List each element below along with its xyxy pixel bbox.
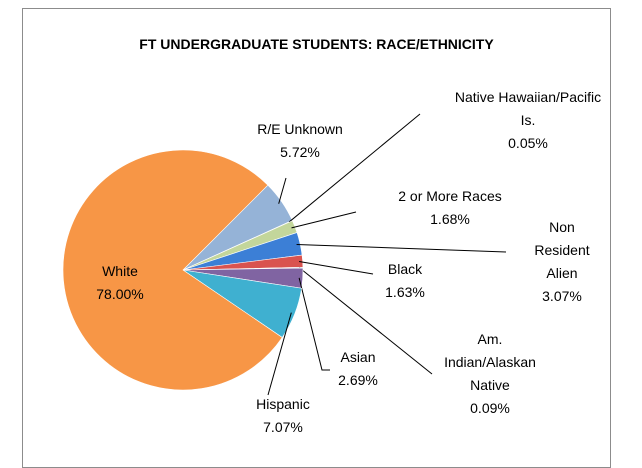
value-label: 0.05% <box>508 135 548 151</box>
category-label: White <box>102 263 138 279</box>
pie-chart <box>62 113 507 396</box>
category-label: R/E Unknown <box>257 121 343 137</box>
value-label: 7.07% <box>263 419 303 435</box>
leader-line <box>288 113 421 223</box>
slice-label: Non Resident Alien 3.07% <box>526 216 598 308</box>
value-label: 1.68% <box>430 211 470 227</box>
slice-label: Am. Indian/Alaskan Native 0.09% <box>435 328 545 420</box>
page: {"chart_data": {"type": "pie", "title": … <box>22 8 611 468</box>
value-label: 3.07% <box>542 288 582 304</box>
category-label: Asian <box>340 349 376 365</box>
chart-title: FT UNDERGRADUATE STUDENTS: RACE/ETHNICIT… <box>139 36 494 52</box>
slice-label: Black 1.63% <box>375 258 435 304</box>
slice-label: Asian 2.69% <box>328 346 388 392</box>
slice-label: Native Hawaiian/Pacific Is. 0.05% <box>448 86 608 155</box>
category-label: 2 or More Races <box>398 188 502 204</box>
leader-line <box>291 211 357 229</box>
category-label: Black <box>387 261 423 277</box>
leader-line <box>299 260 374 275</box>
slice-label: Hispanic 7.07% <box>243 393 323 439</box>
pie-slice <box>62 149 283 391</box>
leader-line <box>296 244 507 253</box>
leader-line <box>278 177 287 204</box>
leader-line <box>299 267 433 375</box>
category-label: Hispanic <box>256 396 310 412</box>
leader-line <box>267 312 292 396</box>
value-label: 0.09% <box>470 400 510 416</box>
slice-label: 2 or More Races 1.68% <box>375 185 525 231</box>
value-label: 78.00% <box>96 286 144 302</box>
value-label: 1.63% <box>385 284 425 300</box>
slice-label: R/E Unknown 5.72% <box>240 118 360 164</box>
leader-line <box>298 277 330 371</box>
slice-label: White 78.00% <box>65 260 175 306</box>
category-label: Am. Indian/Alaskan Native <box>444 331 536 393</box>
value-label: 2.69% <box>338 372 378 388</box>
category-label: Non Resident Alien <box>534 219 590 281</box>
category-label: Native Hawaiian/Pacific Is. <box>454 89 602 128</box>
value-label: 5.72% <box>280 144 320 160</box>
